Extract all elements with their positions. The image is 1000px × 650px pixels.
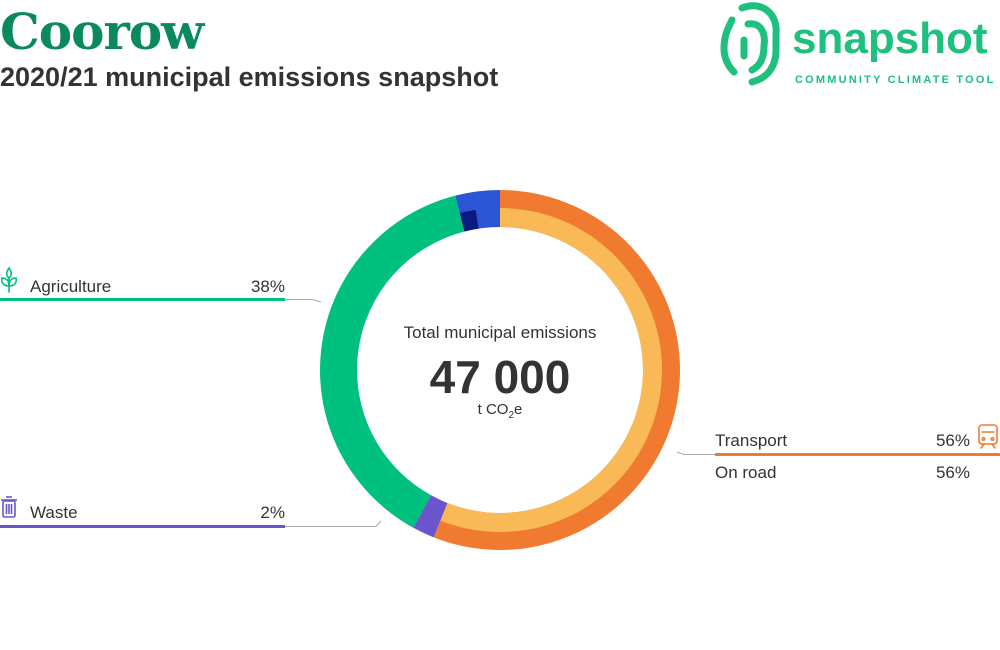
- train-icon: [978, 424, 998, 449]
- waste-percent: 2%: [260, 503, 285, 522]
- transport-label: Transport: [715, 431, 788, 450]
- total-emissions-value: 47 000: [429, 351, 571, 403]
- page-subtitle: 2020/21 municipal emissions snapshot: [0, 62, 499, 92]
- transport-percent: 56%: [935, 431, 970, 450]
- donut-chart: [319, 190, 681, 550]
- waste-callout: [0, 496, 382, 528]
- logo-wordmark: snapshot: [792, 14, 988, 63]
- plant-icon: [0, 266, 18, 293]
- transport-underline: [715, 453, 1000, 456]
- waste-leader-line: [285, 520, 382, 527]
- agriculture-percent: 38%: [250, 277, 285, 296]
- agriculture-callout: [0, 266, 322, 303]
- agriculture-label: Agriculture: [30, 277, 112, 296]
- waste-underline: [0, 525, 285, 528]
- agriculture-slice: [319, 195, 465, 528]
- trash-icon: [1, 496, 17, 518]
- on-road-label: On road: [715, 463, 777, 482]
- segment-3-sub-0-subslice: [459, 209, 479, 232]
- total-emissions-unit: t CO2e: [350, 401, 650, 421]
- unit-prefix: t CO: [477, 401, 509, 418]
- fingerprint-icon: [720, 2, 780, 86]
- total-emissions-title: Total municipal emissions: [403, 323, 597, 342]
- waste-slice: [413, 495, 448, 538]
- on-road-percent: 56%: [935, 463, 970, 482]
- snapshot-logo: snapshot COMMUNITY CLIMATE TOOL: [712, 0, 1000, 92]
- page-title: Coorow: [0, 2, 204, 61]
- transport-callout: [676, 424, 1000, 456]
- unit-suffix: e: [514, 401, 523, 418]
- logo-tagline: COMMUNITY CLIMATE TOOL: [795, 74, 996, 86]
- waste-label: Waste: [30, 503, 78, 522]
- transport-leader-line: [676, 451, 715, 455]
- agriculture-leader-line: [285, 299, 322, 303]
- agriculture-underline: [0, 298, 285, 301]
- unit-subscript: 2: [508, 410, 515, 421]
